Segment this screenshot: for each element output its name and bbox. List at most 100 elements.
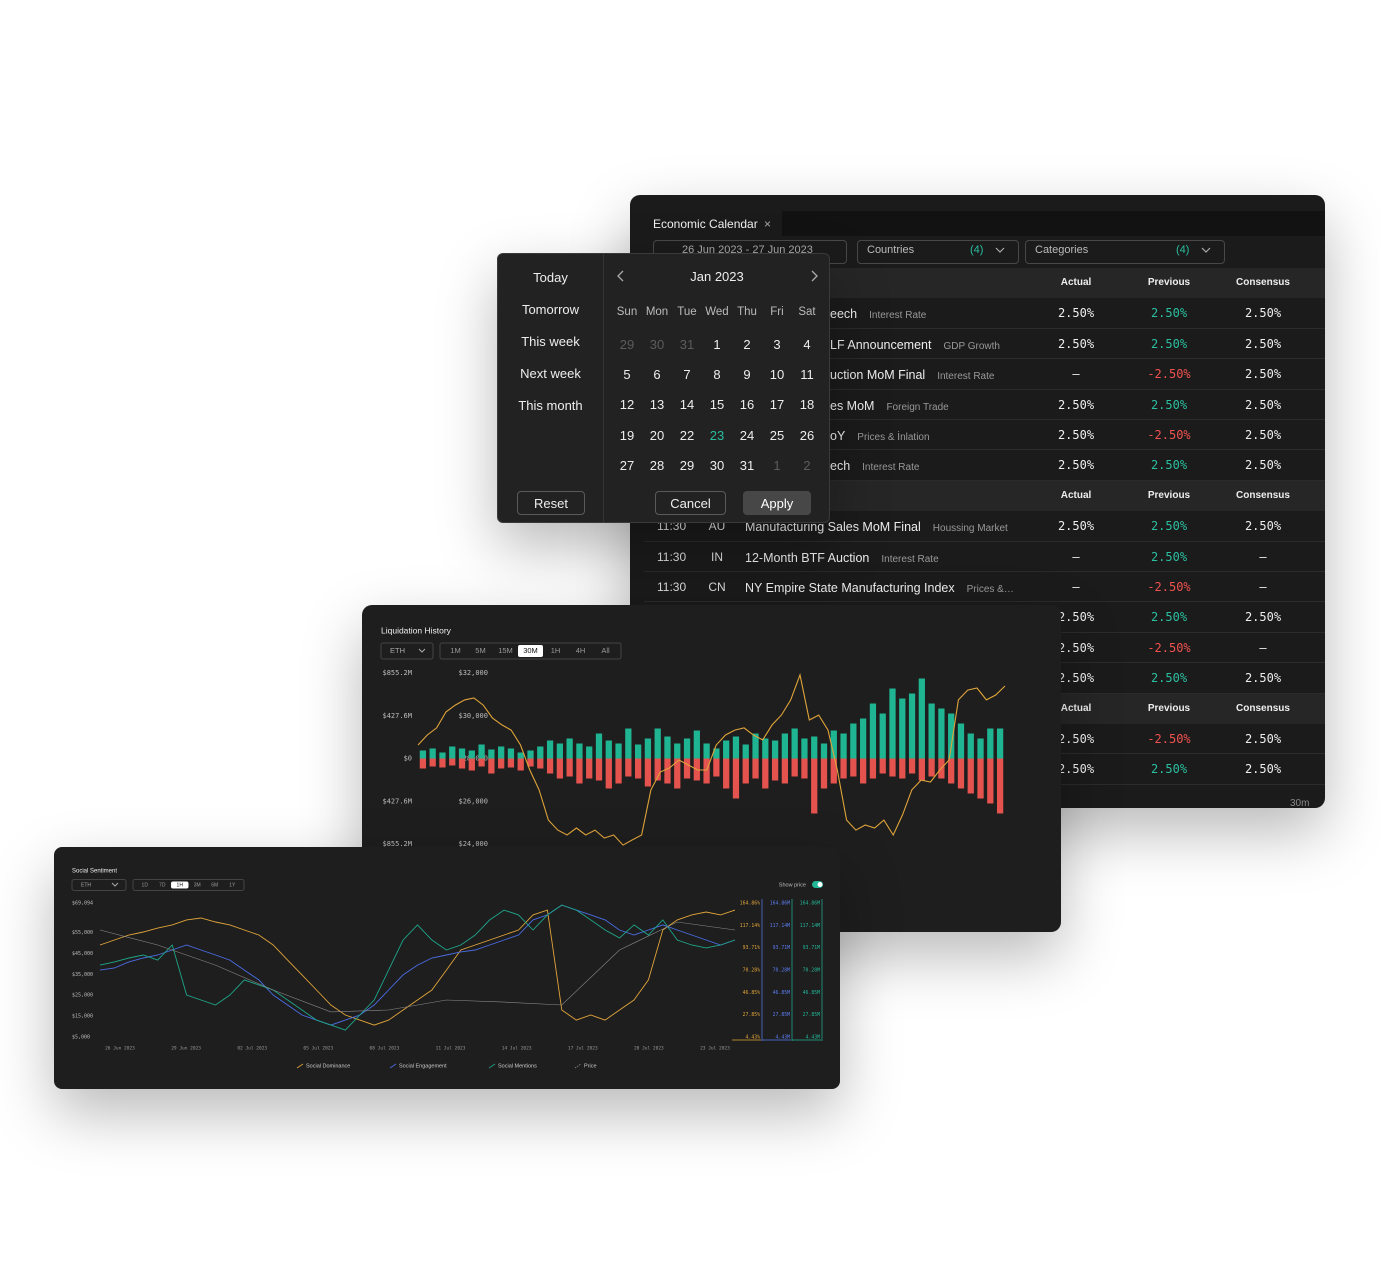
day-cell[interactable]: 13 [649,397,665,413]
asset-selector[interactable] [71,879,127,891]
day-cell[interactable]: 29 [679,457,695,473]
day-cell[interactable]: 14 [679,397,695,413]
timeframe-option[interactable]: 3M [194,882,201,888]
day-cell[interactable]: 31 [679,337,695,352]
liquidation-bar [449,758,456,766]
timeframe-option[interactable]: 6M [211,882,218,888]
right-axis-label: 93.71% [743,945,760,951]
day-cell[interactable]: 23 [709,427,725,443]
asset-selector[interactable] [380,642,434,660]
filter-box[interactable] [857,240,1019,264]
weekday: Thu [737,306,757,318]
event-category: Prices &… [966,584,1014,595]
day-cell[interactable]: 22 [679,427,695,443]
timeframe-option[interactable]: 1D [142,882,149,888]
day-cell[interactable]: 31 [739,457,755,473]
tab-close[interactable]: × [764,217,772,231]
day-cell[interactable]: 27 [619,457,635,473]
divider [603,254,604,522]
day-cell[interactable]: 20 [649,427,665,443]
day-cell[interactable]: 18 [799,397,815,413]
day-cell[interactable]: 11 [800,367,814,383]
day-cell[interactable]: 1 [773,457,781,473]
liquidation-bar [762,738,769,759]
liquidation-bar [429,748,436,759]
timeframe-option[interactable]: 30M [523,646,538,655]
day-cell[interactable]: 25 [769,427,785,443]
day-cell[interactable]: 10 [769,367,785,383]
liquidation-bar [664,736,671,759]
preset-option[interactable]: Next week [520,366,581,381]
x-tick-label: 11 Jul 2023 [436,1046,466,1052]
day-cell[interactable]: 12 [619,397,635,413]
y-tick-label: $855.2M [382,669,412,677]
weekday: Sun [616,306,638,318]
next-month[interactable] [809,270,819,282]
day-cell[interactable]: 3 [773,337,781,352]
row [644,450,1325,481]
day-cell[interactable]: 28 [649,457,665,473]
event-name: 12-Month BTF Auction [745,550,870,565]
apply-button[interactable] [743,491,811,515]
day-cell[interactable]: 15 [709,397,725,413]
day-cell[interactable]: 9 [743,367,751,383]
chart-title: Liquidation History [381,625,452,635]
day-cell[interactable]: 29 [619,337,635,352]
day-cell[interactable]: 2 [803,457,811,473]
row [644,359,1325,390]
filter-count: (4) [1176,244,1190,256]
liquidation-bar [752,758,759,779]
day-cell[interactable]: 4 [803,337,811,352]
preset-option[interactable]: Tomorrow [521,302,580,317]
filter-box[interactable] [1025,240,1225,264]
value-previous: -2.50% [1147,367,1191,382]
value-consensus: 2.50% [1244,336,1282,351]
liquidation-bar [586,746,593,759]
timeframe-option[interactable]: 1H [177,882,184,888]
day-cell[interactable]: 30 [649,337,665,352]
timeframe-option[interactable]: 7D [159,882,166,888]
day-cell[interactable]: 2 [743,337,751,352]
day-cell[interactable]: 6 [653,367,661,383]
day-cell[interactable]: 8 [713,367,721,383]
event-country: CN [708,580,726,594]
day-cell[interactable]: 19 [619,427,635,443]
day-cell[interactable]: 7 [683,367,691,383]
preset-option[interactable]: This month [518,398,583,413]
right-axis-label: 27.85% [743,1012,760,1018]
column-header: Actual [1060,702,1092,714]
day-cell[interactable]: 17 [769,397,785,413]
timeframe-option[interactable]: 5M [475,646,485,655]
day-cell[interactable]: 5 [623,367,631,383]
preset-option[interactable]: Today [533,270,568,285]
day-cell[interactable]: 16 [739,397,755,413]
event-category: GDP Growth [943,340,1000,352]
liquidation-bar [654,728,661,759]
prev-month[interactable] [616,270,626,282]
day-cell[interactable]: 30 [709,457,725,473]
liquidation-bar [918,758,925,781]
cancel-button[interactable] [655,491,726,515]
timeframe-option[interactable]: All [601,646,610,655]
right-axis-label: 27.85M [803,1012,820,1018]
event-cell: uction MoM Final Interest Rate [830,366,994,384]
timeframe-option[interactable]: 1Y [229,882,236,888]
y-tick-label: $855.2M [382,840,412,848]
liquidation-bar [566,738,573,759]
event-cell: 12-Month BTF Auction Interest Rate [745,549,939,567]
tab[interactable] [630,211,782,236]
timeframe-option[interactable]: 15M [498,646,513,655]
liquidation-bar [801,738,808,759]
liquidation-bar [830,730,837,759]
reset-button[interactable] [517,491,585,515]
timeframe-option[interactable]: 4H [576,646,586,655]
timeframe-option[interactable]: 1M [450,646,460,655]
day-cell[interactable]: 24 [739,427,755,443]
day-cell[interactable]: 1 [713,337,721,352]
timeframe-option[interactable]: 1H [551,646,561,655]
liquidation-bar [615,758,622,784]
value-consensus: 2.50% [1244,732,1282,746]
legend-swatch [488,1063,496,1069]
preset-option[interactable]: This week [521,334,580,349]
day-cell[interactable]: 26 [799,427,815,443]
